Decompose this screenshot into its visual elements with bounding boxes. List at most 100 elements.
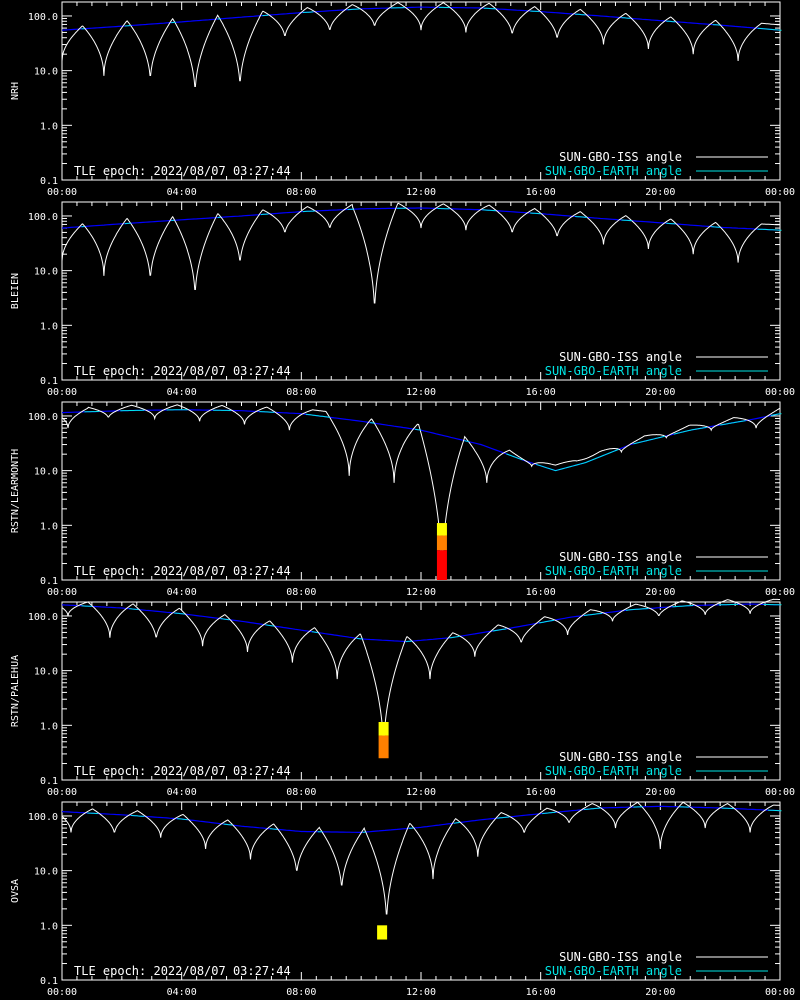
x-tick-label: 12:00: [406, 387, 436, 398]
y-tick-label: 100.0: [28, 612, 58, 623]
x-tick-label: 20:00: [645, 387, 675, 398]
legend-label: SUN-GBO-ISS angle: [559, 750, 682, 764]
legend-label: SUN-GBO-EARTH angle: [545, 564, 682, 578]
occultation-marker-orange: [378, 735, 389, 759]
earth-angle-overlay: [81, 207, 782, 231]
earth-angle-curve: [61, 805, 781, 833]
x-tick-label: 08:00: [286, 787, 316, 798]
x-tick-label: 16:00: [526, 587, 556, 598]
earth-angle-curve: [61, 6, 781, 31]
panel-1: 0.1 1.0 10.0 100.0 00:00 04:00 08:00 12:00 16:00…: [10, 1, 795, 198]
y-tick-label: 10.0: [34, 667, 58, 678]
legend-label: SUN-GBO-ISS angle: [559, 150, 682, 164]
tle-epoch-label: TLE epoch: 2022/08/07 03:27:44: [74, 964, 291, 978]
y-tick-label: 1.0: [40, 721, 58, 732]
earth-angle-overlay: [87, 806, 782, 833]
x-tick-label: 16:00: [526, 987, 556, 998]
y-tick-label: 100.0: [28, 212, 58, 223]
x-tick-label: 16:00: [526, 387, 556, 398]
y-tick-label: 0.1: [40, 176, 58, 187]
x-tick-label: 16:00: [526, 187, 556, 198]
panel-2: 0.1 1.0 10.0 100.0 00:00 04:00 08:00 12:00 16:00…: [10, 201, 795, 398]
legend-label: SUN-GBO-EARTH angle: [545, 364, 682, 378]
y-axis-label: RSTN/PALEHUA: [10, 655, 21, 727]
x-tick-label: 08:00: [286, 387, 316, 398]
earth-angle-overlay: [81, 6, 782, 31]
y-tick-label: 10.0: [34, 67, 58, 78]
tle-epoch-label: TLE epoch: 2022/08/07 03:27:44: [74, 764, 291, 778]
legend-label: SUN-GBO-ISS angle: [559, 950, 682, 964]
y-tick-label: 1.0: [40, 921, 58, 932]
x-tick-label: 20:00: [645, 787, 675, 798]
x-tick-label: 00:00: [765, 187, 795, 198]
x-tick-label: 04:00: [167, 587, 197, 598]
x-tick-label: 00:00: [47, 987, 77, 998]
legend-label: SUN-GBO-ISS angle: [559, 350, 682, 364]
occultation-marker-yellow: [378, 722, 389, 736]
occultation-marker-orange: [436, 535, 447, 551]
legend-label: SUN-GBO-EARTH angle: [545, 164, 682, 178]
iss-angle-curve: [61, 2, 781, 87]
x-tick-label: 00:00: [765, 587, 795, 598]
x-tick-label: 00:00: [765, 787, 795, 798]
y-axis-label: NRH: [10, 82, 21, 100]
x-tick-label: 00:00: [765, 987, 795, 998]
legend-label: SUN-GBO-EARTH angle: [545, 764, 682, 778]
x-tick-label: 04:00: [167, 787, 197, 798]
x-tick-label: 08:00: [286, 587, 316, 598]
x-tick-label: 08:00: [286, 987, 316, 998]
iss-angle-curve: [61, 801, 781, 915]
x-tick-label: 04:00: [167, 187, 197, 198]
legend-label: SUN-GBO-ISS angle: [559, 550, 682, 564]
x-tick-label: 00:00: [765, 387, 795, 398]
x-tick-label: 20:00: [645, 587, 675, 598]
x-tick-label: 00:00: [47, 387, 77, 398]
y-tick-label: 100.0: [28, 12, 58, 23]
iss-angle-curve: [61, 598, 780, 741]
y-axis-label: RSTN/LEARMONTH: [10, 449, 21, 533]
earth-angle-curve: [61, 409, 781, 472]
y-tick-label: 10.0: [34, 467, 58, 478]
x-tick-label: 08:00: [286, 187, 316, 198]
y-axis-label: OVSA: [10, 879, 21, 903]
iss-angle-curve: [61, 202, 781, 304]
x-tick-label: 16:00: [526, 787, 556, 798]
x-tick-label: 04:00: [167, 387, 197, 398]
tle-epoch-label: TLE epoch: 2022/08/07 03:27:44: [74, 564, 291, 578]
x-tick-label: 20:00: [645, 987, 675, 998]
x-tick-label: 00:00: [47, 587, 77, 598]
y-tick-label: 1.0: [40, 521, 58, 532]
x-tick-label: 04:00: [167, 987, 197, 998]
earth-angle-curve: [61, 207, 781, 231]
x-tick-label: 12:00: [406, 187, 436, 198]
iss-angle-curve: [61, 404, 781, 581]
y-tick-label: 0.1: [40, 776, 58, 787]
y-tick-label: 0.1: [40, 976, 58, 987]
y-tick-label: 100.0: [28, 812, 58, 823]
panel-5: 0.1 1.0 10.0 100.0 00:00 04:00 08:00 12:00 16:00…: [10, 801, 795, 998]
x-tick-label: 00:00: [47, 787, 77, 798]
earth-angle-overlay: [81, 603, 782, 643]
occultation-marker-red: [436, 550, 447, 580]
y-tick-label: 0.1: [40, 576, 58, 587]
y-tick-label: 10.0: [34, 867, 58, 878]
y-tick-label: 1.0: [40, 321, 58, 332]
y-tick-label: 1.0: [40, 121, 58, 132]
x-tick-label: 00:00: [47, 187, 77, 198]
panel-3: 0.1 1.0 10.0 100.0 00:00 04:00 08:00 12:00 16:00…: [10, 401, 795, 598]
x-tick-label: 12:00: [406, 787, 436, 798]
y-tick-label: 0.1: [40, 376, 58, 387]
panel-4: 0.1 1.0 10.0 100.0 00:00 04:00 08:00 12:00 16:00…: [10, 598, 795, 798]
y-tick-label: 10.0: [34, 267, 58, 278]
tle-epoch-label: TLE epoch: 2022/08/07 03:27:44: [74, 164, 291, 178]
x-tick-label: 12:00: [406, 987, 436, 998]
earth-angle-overlay: [84, 409, 782, 472]
x-tick-label: 12:00: [406, 587, 436, 598]
x-tick-label: 20:00: [645, 187, 675, 198]
y-tick-label: 100.0: [28, 412, 58, 423]
occultation-marker-yellow: [377, 925, 388, 940]
occultation-marker-yellow: [436, 523, 447, 536]
legend-label: SUN-GBO-EARTH angle: [545, 964, 682, 978]
y-axis-label: BLEIEN: [10, 273, 21, 309]
